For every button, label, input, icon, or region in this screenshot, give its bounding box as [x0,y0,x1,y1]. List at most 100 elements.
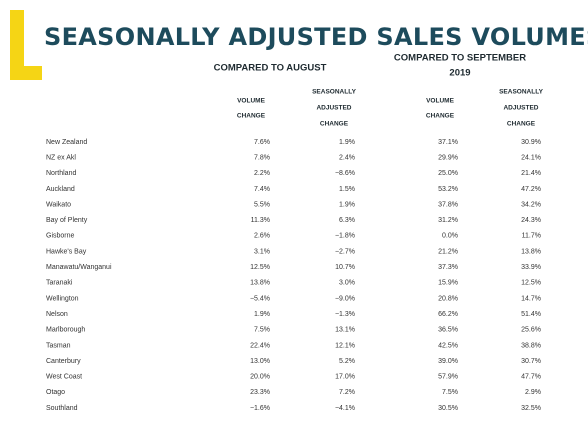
cell-value: −1.8% [335,233,355,240]
column-header: CHANGE [507,121,536,128]
cell-value: 47.2% [521,186,541,193]
row-label: Southland [46,405,78,412]
row-label: Waikato [46,201,71,208]
group-header: COMPARED TO SEPTEMBER [394,53,526,64]
cell-value: 7.4% [254,186,270,193]
cell-value: 37.8% [438,201,458,208]
cell-value: −4.1% [335,405,355,412]
cell-value: 0.0% [442,233,458,240]
cell-value: 13.1% [335,327,355,334]
cell-value: 7.5% [442,389,458,396]
row-label: Tasman [46,342,71,349]
cell-value: 2.6% [254,233,270,240]
cell-value: −8.6% [335,170,355,177]
column-header: SEASONALLY [312,89,356,96]
cell-value: 30.9% [521,139,541,146]
cell-value: 10.7% [335,264,355,271]
cell-value: −2.7% [335,248,355,255]
cell-value: 21.4% [521,170,541,177]
cell-value: 2.2% [254,170,270,177]
cell-value: 38.8% [521,342,541,349]
row-label: Otago [46,389,65,396]
cell-value: 2.9% [525,389,541,396]
cell-value: 57.9% [438,374,458,381]
column-header: CHANGE [320,121,349,128]
accent-bar [10,10,24,80]
row-label: Gisborne [46,233,75,240]
cell-value: 33.9% [521,264,541,271]
cell-value: 53.2% [438,186,458,193]
cell-value: 12.1% [335,342,355,349]
cell-value: 37.3% [438,264,458,271]
column-header: ADJUSTED [316,105,351,112]
cell-value: 3.1% [254,248,270,255]
cell-value: 20.0% [250,374,270,381]
cell-value: 13.8% [521,248,541,255]
cell-value: 13.8% [250,280,270,287]
cell-value: 29.9% [438,154,458,161]
cell-value: 37.1% [438,139,458,146]
column-header: ADJUSTED [503,105,538,112]
cell-value: 39.0% [438,358,458,365]
cell-value: 2.4% [339,154,355,161]
cell-value: 5.2% [339,358,355,365]
cell-value: 32.5% [521,405,541,412]
cell-value: 25.6% [521,327,541,334]
column-header: CHANGE [426,113,455,120]
cell-value: −5.4% [250,295,270,302]
cell-value: 66.2% [438,311,458,318]
cell-value: 14.7% [521,295,541,302]
accent-bar [10,66,42,80]
row-label: Marlborough [46,327,85,334]
cell-value: 7.8% [254,154,270,161]
row-label: Nelson [46,311,68,318]
cell-value: 7.2% [339,389,355,396]
cell-value: 1.9% [339,201,355,208]
cell-value: 30.5% [438,405,458,412]
cell-value: 17.0% [335,374,355,381]
cell-value: 1.5% [339,186,355,193]
row-label: Hawke's Bay [46,248,87,255]
cell-value: 30.7% [521,358,541,365]
cell-value: 7.6% [254,139,270,146]
row-label: Wellington [46,295,79,302]
cell-value: 34.2% [521,201,541,208]
column-header: VOLUME [426,98,454,105]
cell-value: 24.1% [521,154,541,161]
cell-value: 12.5% [521,280,541,287]
cell-value: 51.4% [521,311,541,318]
cell-value: 12.5% [250,264,270,271]
cell-value: −1.6% [250,405,270,412]
group-header: 2019 [449,68,470,79]
cell-value: 21.2% [438,248,458,255]
column-header: VOLUME [237,98,265,105]
row-label: Taranaki [46,280,73,287]
cell-value: −9.0% [335,295,355,302]
row-label: West Coast [46,374,82,381]
cell-value: 1.9% [254,311,270,318]
column-header: CHANGE [237,113,266,120]
cell-value: 1.9% [339,139,355,146]
column-header: SEASONALLY [499,89,543,96]
row-label: Northland [46,170,76,177]
row-label: New Zealand [46,139,87,146]
cell-value: 5.5% [254,201,270,208]
cell-value: 23.3% [250,389,270,396]
cell-value: 25.0% [438,170,458,177]
cell-value: 47.7% [521,374,541,381]
row-label: Canterbury [46,358,81,365]
cell-value: 15.9% [438,280,458,287]
group-header: COMPARED TO AUGUST [214,63,327,74]
cell-value: 11.3% [251,217,270,224]
cell-value: −1.3% [335,311,355,318]
cell-value: 31.2% [438,217,458,224]
cell-value: 42.5% [438,342,458,349]
row-label: NZ ex Akl [46,154,76,161]
cell-value: 20.8% [438,295,458,302]
cell-value: 36.5% [438,327,458,334]
row-label: Bay of Plenty [46,217,88,224]
cell-value: 11.7% [522,233,541,240]
title: SEASONALLY ADJUSTED SALES VOLUMES [44,23,588,51]
row-label: Auckland [46,186,75,193]
